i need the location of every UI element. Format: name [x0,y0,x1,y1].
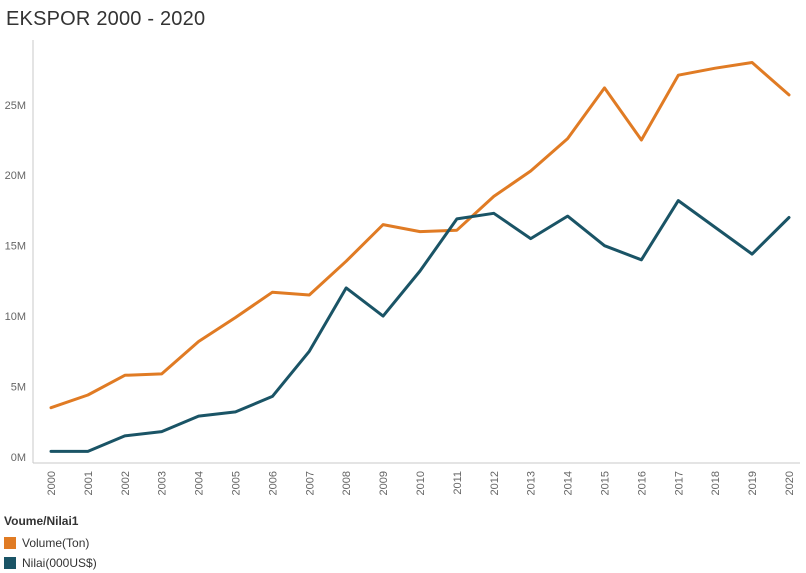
x-tick-label: 2002 [120,471,132,495]
legend-item-volume[interactable]: Volume(Ton) [4,533,97,553]
x-tick-label: 2019 [747,471,759,495]
y-axis-ticks: 0M 5M 10M 15M 20M 25M [5,100,26,464]
x-tick-label: 2006 [267,471,279,495]
x-tick-label: 2004 [194,471,206,495]
y-tick-label: 5M [11,382,26,394]
legend-label-nilai: Nilai(000US$) [22,556,97,570]
x-tick-label: 2016 [636,471,648,495]
legend-swatch-nilai [4,557,16,569]
y-tick-label: 0M [11,452,26,464]
x-tick-label: 2012 [489,471,501,495]
x-tick-label: 2005 [231,471,243,495]
x-tick-label: 2010 [415,471,427,495]
x-tick-label: 2007 [304,471,316,495]
y-tick-label: 15M [5,241,26,253]
x-tick-label: 2015 [600,471,612,495]
x-tick-label: 2013 [526,471,538,495]
y-tick-label: 10M [5,311,26,323]
axes [32,40,800,464]
legend-label-volume: Volume(Ton) [22,536,90,550]
series-line-volume[interactable] [49,61,791,410]
legend: Voume/Nilai1 Volume(Ton) Nilai(000US$) [4,514,97,573]
series-line-nilai[interactable] [49,199,791,453]
legend-title: Voume/Nilai1 [4,514,79,528]
legend-item-nilai[interactable]: Nilai(000US$) [4,553,97,573]
x-tick-label: 2017 [673,471,685,495]
x-tick-label: 2003 [157,471,169,495]
y-tick-label: 25M [5,100,26,112]
x-tick-label: 2020 [784,471,796,495]
x-axis-ticks: 2000 2001 2002 2003 2004 2005 2006 2007 2008 2009… [46,471,796,495]
x-tick-label: 2014 [563,471,575,495]
x-tick-label: 2018 [710,471,722,495]
y-tick-label: 20M [5,170,26,182]
x-tick-label: 2001 [83,471,95,495]
chart-title: EKSPOR 2000 - 2020 [6,8,206,30]
legend-swatch-volume [4,537,16,549]
series-lines [49,61,791,453]
x-tick-label: 2008 [341,471,353,495]
x-tick-label: 2011 [452,471,464,495]
x-tick-label: 2009 [378,471,390,495]
x-tick-label: 2000 [46,471,58,495]
